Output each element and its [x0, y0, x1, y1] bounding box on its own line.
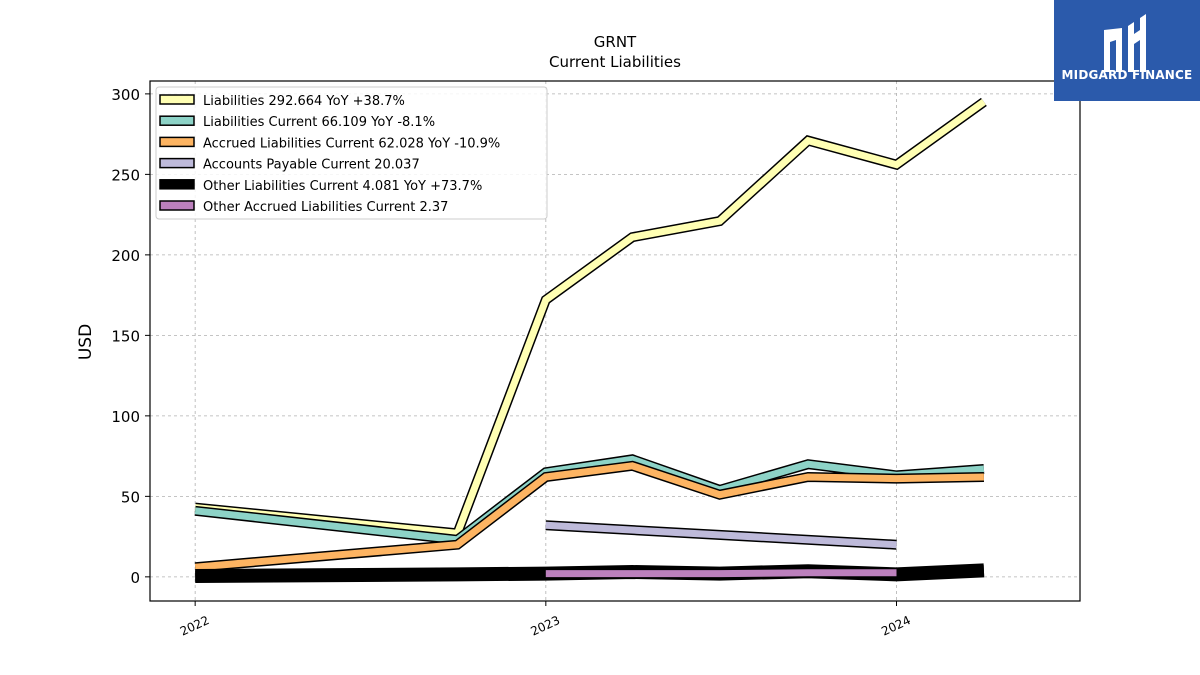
series-line	[545, 521, 897, 549]
y-tick-label: 250	[111, 166, 140, 184]
y-tick-label: 0	[130, 569, 140, 587]
series-lines	[194, 97, 987, 583]
legend: Liabilities 292.664 YoY +38.7% Liabilitie…	[155, 86, 548, 220]
midgard-logo-icon	[1104, 14, 1146, 72]
legend-swatch	[159, 115, 195, 126]
legend-swatch	[159, 179, 195, 190]
legend-entry: Liabilities 292.664 YoY +38.7%	[203, 94, 405, 109]
brand-name: MIDGARD FINANCE	[1061, 68, 1193, 82]
legend-entry: Other Accrued Liabilities Current 2.37	[203, 200, 448, 215]
y-tick-label: 50	[121, 488, 140, 506]
legend-box	[155, 86, 548, 220]
plot-frame	[149, 80, 1081, 602]
x-tick-label: 2023	[528, 613, 562, 639]
legend-entry: Accounts Payable Current 20.037	[203, 158, 420, 173]
legend-swatch	[159, 94, 195, 105]
x-tick-label: 2022	[178, 613, 212, 639]
legend-entry: Other Liabilities Current 4.081 YoY +73.…	[203, 179, 482, 194]
midgard-finance-logo: MIDGARD FINANCE	[1054, 0, 1200, 101]
series-line	[545, 569, 897, 578]
x-tick-label: 2024	[879, 613, 913, 639]
series-line	[194, 462, 984, 571]
y-tick-label: 300	[111, 86, 140, 104]
series-line	[194, 99, 986, 538]
legend-entry: Liabilities Current 66.109 YoY -8.1%	[203, 115, 435, 130]
y-axis-label: USD	[76, 324, 96, 360]
chart-title: GRNT	[594, 33, 637, 51]
legend-swatch	[159, 157, 195, 169]
axis-ticks: 0 50 100 150 200 250 300 2022 2023 2024	[111, 86, 912, 639]
y-tick-label: 100	[111, 408, 140, 426]
y-tick-label: 150	[111, 327, 140, 345]
legend-swatch	[159, 136, 195, 148]
chart-subtitle: Current Liabilities	[549, 53, 681, 71]
y-tick-label: 200	[111, 247, 140, 265]
legend-swatch	[159, 200, 195, 211]
legend-entry: Accrued Liabilities Current 62.028 YoY -…	[203, 136, 500, 151]
